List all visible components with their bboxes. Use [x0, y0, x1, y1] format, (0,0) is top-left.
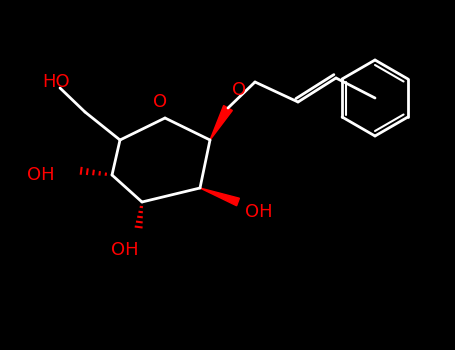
Text: HO: HO: [42, 73, 70, 91]
Text: OH: OH: [27, 166, 55, 184]
Text: O: O: [153, 93, 167, 111]
Polygon shape: [200, 188, 239, 206]
Text: O: O: [232, 81, 246, 99]
Text: OH: OH: [111, 241, 139, 259]
Text: OH: OH: [245, 203, 273, 221]
Polygon shape: [210, 106, 233, 140]
